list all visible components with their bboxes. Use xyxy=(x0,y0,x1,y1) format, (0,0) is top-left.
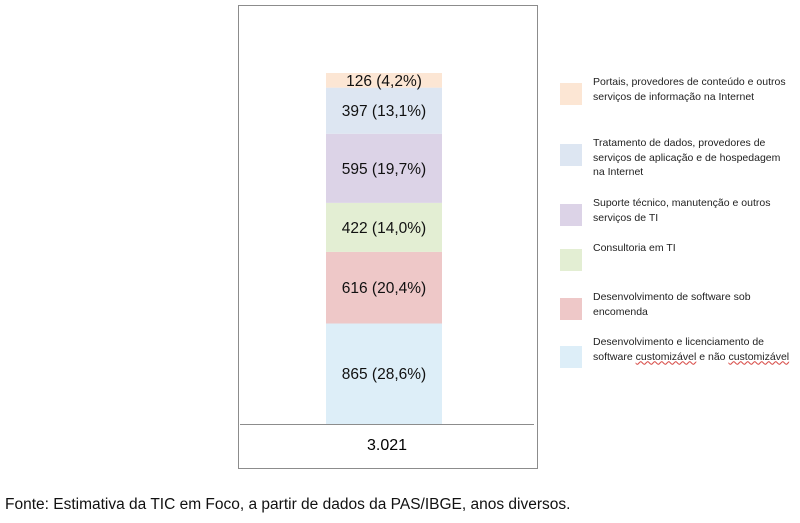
segment-value-label: 595 (19,7%) xyxy=(342,161,426,178)
chart-frame xyxy=(238,5,538,469)
bar-segment xyxy=(326,323,442,424)
bar-segment xyxy=(326,73,442,88)
bar-segment xyxy=(326,87,442,134)
legend-label: Tratamento de dados, provedores de servi… xyxy=(593,137,781,178)
segment-value-label: 397 (13,1%) xyxy=(342,103,426,120)
segment-value-label: 126 (4,2%) xyxy=(346,73,422,90)
legend-label: Consultoria em TI xyxy=(593,242,676,254)
total-value: 3.021 xyxy=(366,436,408,454)
segment-value-label: 422 (14,0%) xyxy=(342,220,426,237)
legend-swatch xyxy=(560,298,582,320)
legend-swatch xyxy=(560,204,582,226)
legend-label: Suporte técnico, manutenção e outros ser… xyxy=(593,197,771,224)
legend-swatch xyxy=(560,83,582,105)
bar-segment xyxy=(326,133,442,203)
legend-label: Portais, provedores de conteúdo e outros… xyxy=(593,76,786,103)
legend-swatch xyxy=(560,144,582,166)
legend-swatch xyxy=(560,249,582,271)
legend-swatch xyxy=(560,346,582,368)
legend-label: Desenvolvimento de software sob encomend… xyxy=(593,291,751,318)
segment-value-label: 865 (28,6%) xyxy=(342,366,426,383)
source-note: Fonte: Estimativa da TIC em Foco, a part… xyxy=(5,496,571,513)
legend-label: Desenvolvimento e licenciamento de softw… xyxy=(593,336,790,363)
bar-segment xyxy=(326,202,442,252)
total-value-cell: 3.021 xyxy=(240,424,534,466)
bar-segment xyxy=(326,251,442,324)
segment-value-label: 616 (20,4%) xyxy=(342,280,426,297)
